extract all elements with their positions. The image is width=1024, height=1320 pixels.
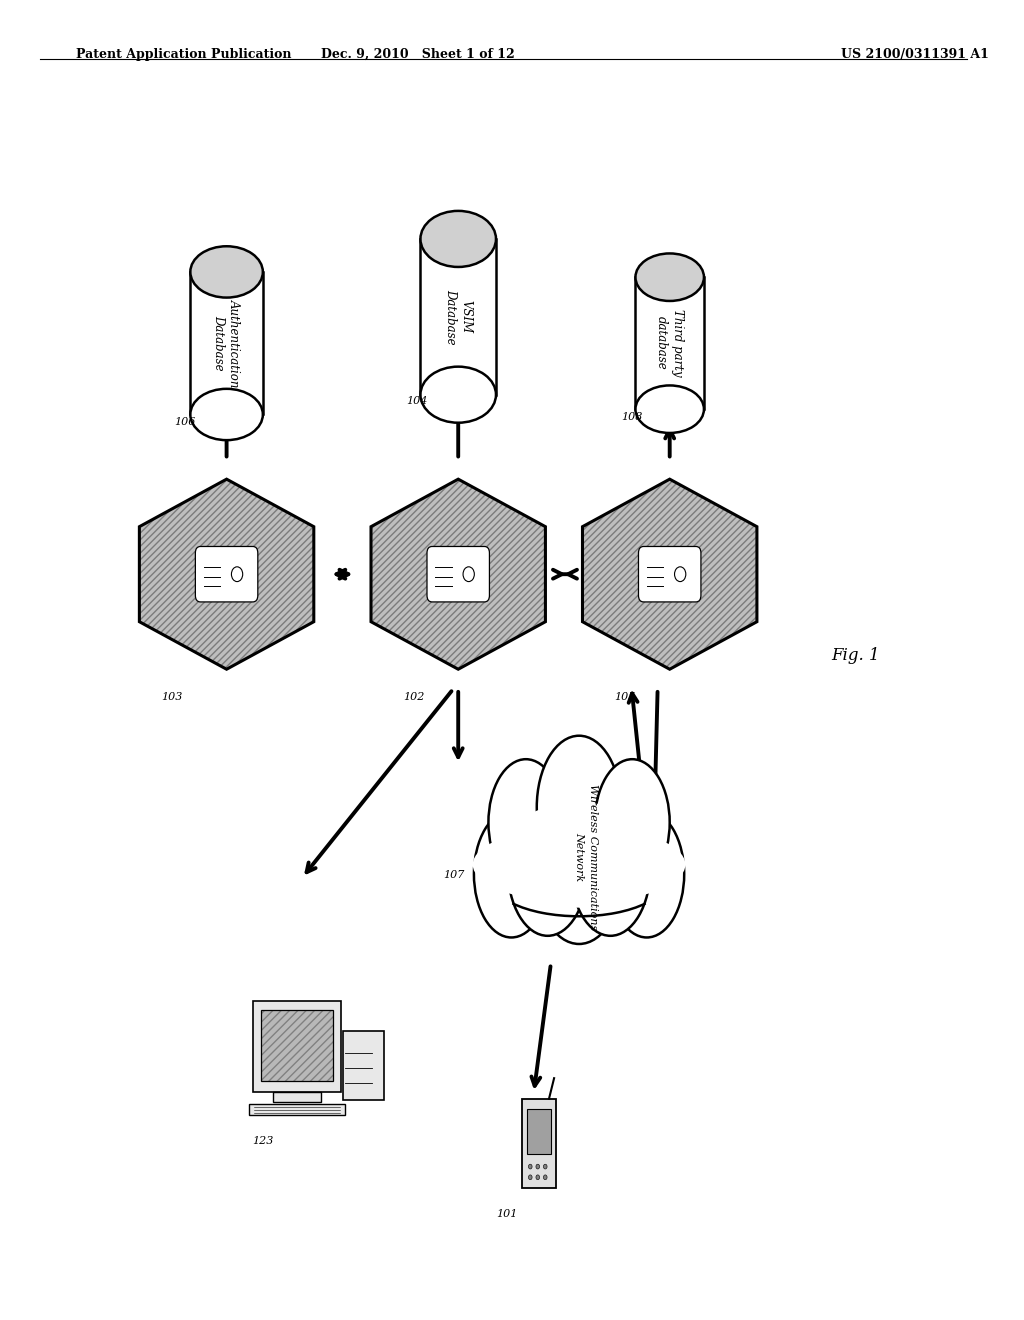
Text: Third party
database: Third party database — [655, 309, 684, 378]
Bar — [636, 277, 703, 409]
Text: Wireless Communications
Network: Wireless Communications Network — [574, 784, 598, 931]
Text: VSIM
Database: VSIM Database — [443, 289, 473, 345]
Text: 107: 107 — [443, 870, 465, 880]
Ellipse shape — [190, 389, 263, 440]
Ellipse shape — [488, 759, 563, 886]
Circle shape — [463, 566, 474, 582]
Ellipse shape — [570, 801, 650, 936]
Bar — [421, 239, 496, 395]
Bar — [261, 1010, 333, 1081]
FancyBboxPatch shape — [427, 546, 489, 602]
Bar — [249, 1104, 345, 1115]
Ellipse shape — [537, 735, 622, 879]
Text: 104: 104 — [406, 396, 427, 407]
Ellipse shape — [535, 793, 624, 944]
Circle shape — [528, 1175, 532, 1180]
Bar — [343, 1031, 384, 1100]
FancyBboxPatch shape — [639, 546, 700, 602]
Bar — [522, 1098, 556, 1188]
Bar — [253, 1001, 341, 1093]
Ellipse shape — [595, 759, 670, 886]
Text: Fig. 1: Fig. 1 — [830, 647, 880, 664]
Ellipse shape — [190, 247, 263, 297]
Text: 102: 102 — [402, 692, 424, 702]
FancyBboxPatch shape — [196, 546, 258, 602]
Circle shape — [544, 1175, 547, 1180]
Ellipse shape — [474, 810, 549, 937]
Bar — [261, 1010, 333, 1081]
Circle shape — [536, 1175, 540, 1180]
Circle shape — [528, 1164, 532, 1170]
Ellipse shape — [421, 367, 496, 422]
Ellipse shape — [508, 801, 588, 936]
Text: 105: 105 — [614, 692, 636, 702]
Polygon shape — [583, 479, 757, 669]
Text: US 2100/0311391 A1: US 2100/0311391 A1 — [841, 48, 989, 61]
Circle shape — [536, 1164, 540, 1170]
Circle shape — [544, 1164, 547, 1170]
Ellipse shape — [501, 803, 657, 908]
Circle shape — [675, 566, 686, 582]
Text: Authentication
Database: Authentication Database — [212, 298, 241, 388]
Ellipse shape — [473, 826, 685, 903]
Bar — [190, 272, 263, 414]
Text: 123: 123 — [252, 1137, 273, 1147]
Polygon shape — [139, 479, 313, 669]
Text: Dec. 9, 2010   Sheet 1 of 12: Dec. 9, 2010 Sheet 1 of 12 — [322, 48, 515, 61]
Circle shape — [231, 566, 243, 582]
Text: 103: 103 — [161, 692, 182, 702]
Text: 106: 106 — [174, 417, 196, 428]
Text: Patent Application Publication: Patent Application Publication — [76, 48, 291, 61]
Ellipse shape — [421, 211, 496, 267]
Text: 101: 101 — [497, 1209, 518, 1220]
Ellipse shape — [636, 385, 703, 433]
Bar — [273, 1093, 322, 1102]
Bar — [527, 1110, 551, 1154]
Polygon shape — [371, 479, 546, 669]
Ellipse shape — [609, 810, 684, 937]
Ellipse shape — [636, 253, 703, 301]
Text: 108: 108 — [622, 412, 643, 422]
